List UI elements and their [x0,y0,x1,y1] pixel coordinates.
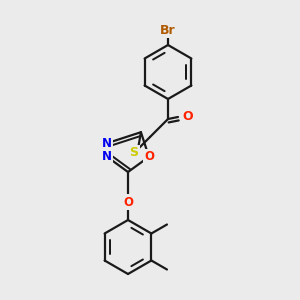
Text: N: N [102,137,112,150]
Text: O: O [144,150,154,163]
Text: N: N [102,150,112,163]
Text: O: O [183,110,193,124]
Text: O: O [123,196,133,208]
Text: S: S [130,146,139,160]
Text: Br: Br [160,23,176,37]
